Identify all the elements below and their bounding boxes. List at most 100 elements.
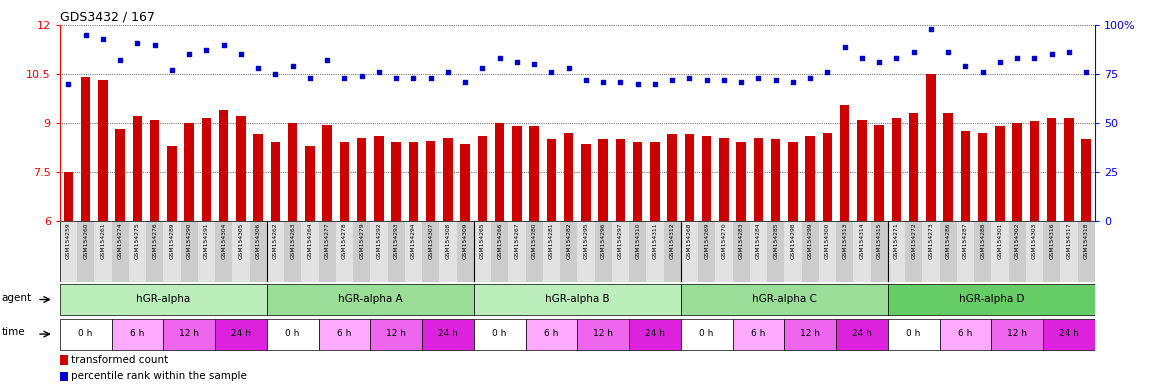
Bar xyxy=(336,221,353,282)
Text: hGR-alpha B: hGR-alpha B xyxy=(545,294,610,304)
Point xyxy=(526,61,544,67)
Bar xyxy=(184,123,194,221)
Point xyxy=(819,69,837,75)
Bar xyxy=(353,221,370,282)
Text: hGR-alpha C: hGR-alpha C xyxy=(752,294,816,304)
Bar xyxy=(267,221,284,282)
Bar xyxy=(356,137,367,221)
Point xyxy=(697,77,715,83)
Bar xyxy=(822,133,833,221)
Bar xyxy=(457,221,474,282)
Point xyxy=(129,40,147,46)
Bar xyxy=(888,319,940,349)
Bar xyxy=(408,142,419,221)
Text: GDS3432 / 167: GDS3432 / 167 xyxy=(60,10,154,23)
Text: GSM154264: GSM154264 xyxy=(307,223,313,259)
Text: 0 h: 0 h xyxy=(78,329,93,338)
Bar xyxy=(612,221,629,282)
Bar xyxy=(60,372,68,381)
Bar xyxy=(388,221,405,282)
Text: 6 h: 6 h xyxy=(544,329,559,338)
Point xyxy=(336,75,354,81)
Text: 12 h: 12 h xyxy=(593,329,613,338)
Bar xyxy=(629,319,681,349)
Bar xyxy=(270,142,281,221)
Text: GSM154316: GSM154316 xyxy=(1049,223,1055,259)
Bar xyxy=(736,142,746,221)
Bar xyxy=(60,319,112,349)
Bar xyxy=(422,221,439,282)
Text: GSM154298: GSM154298 xyxy=(790,223,796,259)
Text: GSM154285: GSM154285 xyxy=(773,223,779,259)
Bar xyxy=(322,124,332,221)
Point xyxy=(491,55,509,61)
Text: 0 h: 0 h xyxy=(699,329,714,338)
Text: 6 h: 6 h xyxy=(337,329,352,338)
Bar xyxy=(288,123,298,221)
Text: GSM154317: GSM154317 xyxy=(1066,223,1072,259)
Bar xyxy=(63,172,74,221)
Bar xyxy=(98,81,108,221)
Point xyxy=(957,63,975,69)
Point xyxy=(214,41,232,48)
Bar xyxy=(236,116,246,221)
Point xyxy=(646,81,665,87)
Bar xyxy=(370,319,422,349)
Bar xyxy=(253,134,263,221)
Bar xyxy=(819,221,836,282)
Bar xyxy=(681,284,888,315)
Bar xyxy=(474,319,526,349)
Text: GSM154276: GSM154276 xyxy=(152,223,158,259)
Bar xyxy=(853,221,871,282)
Bar xyxy=(460,144,470,221)
Text: hGR-alpha D: hGR-alpha D xyxy=(959,294,1024,304)
Bar xyxy=(629,221,646,282)
Bar xyxy=(1078,221,1095,282)
Text: agent: agent xyxy=(1,293,31,303)
Bar xyxy=(1060,221,1078,282)
Bar xyxy=(1029,121,1040,221)
Bar xyxy=(1026,221,1043,282)
Point xyxy=(232,51,251,58)
Text: GSM154283: GSM154283 xyxy=(738,223,744,259)
Point xyxy=(888,55,906,61)
Text: GSM154311: GSM154311 xyxy=(652,223,658,259)
Text: 0 h: 0 h xyxy=(492,329,507,338)
Bar xyxy=(1009,221,1026,282)
Bar xyxy=(512,126,522,221)
Bar xyxy=(391,142,401,221)
Text: GSM154263: GSM154263 xyxy=(290,223,296,259)
Text: GSM154279: GSM154279 xyxy=(359,223,365,259)
Bar xyxy=(546,139,557,221)
Text: 12 h: 12 h xyxy=(800,329,820,338)
Bar xyxy=(940,319,991,349)
Point xyxy=(370,69,389,75)
Bar xyxy=(750,221,767,282)
Bar xyxy=(201,118,212,221)
Text: 24 h: 24 h xyxy=(438,329,458,338)
Point xyxy=(664,77,682,83)
Bar xyxy=(719,137,729,221)
Point xyxy=(577,77,596,83)
Bar xyxy=(181,221,198,282)
Bar xyxy=(991,221,1009,282)
Bar xyxy=(871,221,888,282)
Text: GSM154300: GSM154300 xyxy=(825,223,830,259)
Bar xyxy=(474,284,681,315)
Text: GSM154277: GSM154277 xyxy=(324,223,330,260)
Point xyxy=(301,75,320,81)
Bar xyxy=(995,126,1005,221)
Text: GSM154309: GSM154309 xyxy=(462,223,468,259)
Bar xyxy=(146,221,163,282)
Text: GSM154290: GSM154290 xyxy=(186,223,192,259)
Point xyxy=(905,49,923,55)
Bar xyxy=(943,113,953,221)
Point xyxy=(974,69,992,75)
Text: 12 h: 12 h xyxy=(1007,329,1027,338)
Text: GSM154314: GSM154314 xyxy=(859,223,865,259)
Point xyxy=(319,57,337,63)
Text: GSM154301: GSM154301 xyxy=(997,223,1003,259)
Point xyxy=(422,75,440,81)
Bar xyxy=(681,221,698,282)
Text: GSM154261: GSM154261 xyxy=(100,223,106,259)
